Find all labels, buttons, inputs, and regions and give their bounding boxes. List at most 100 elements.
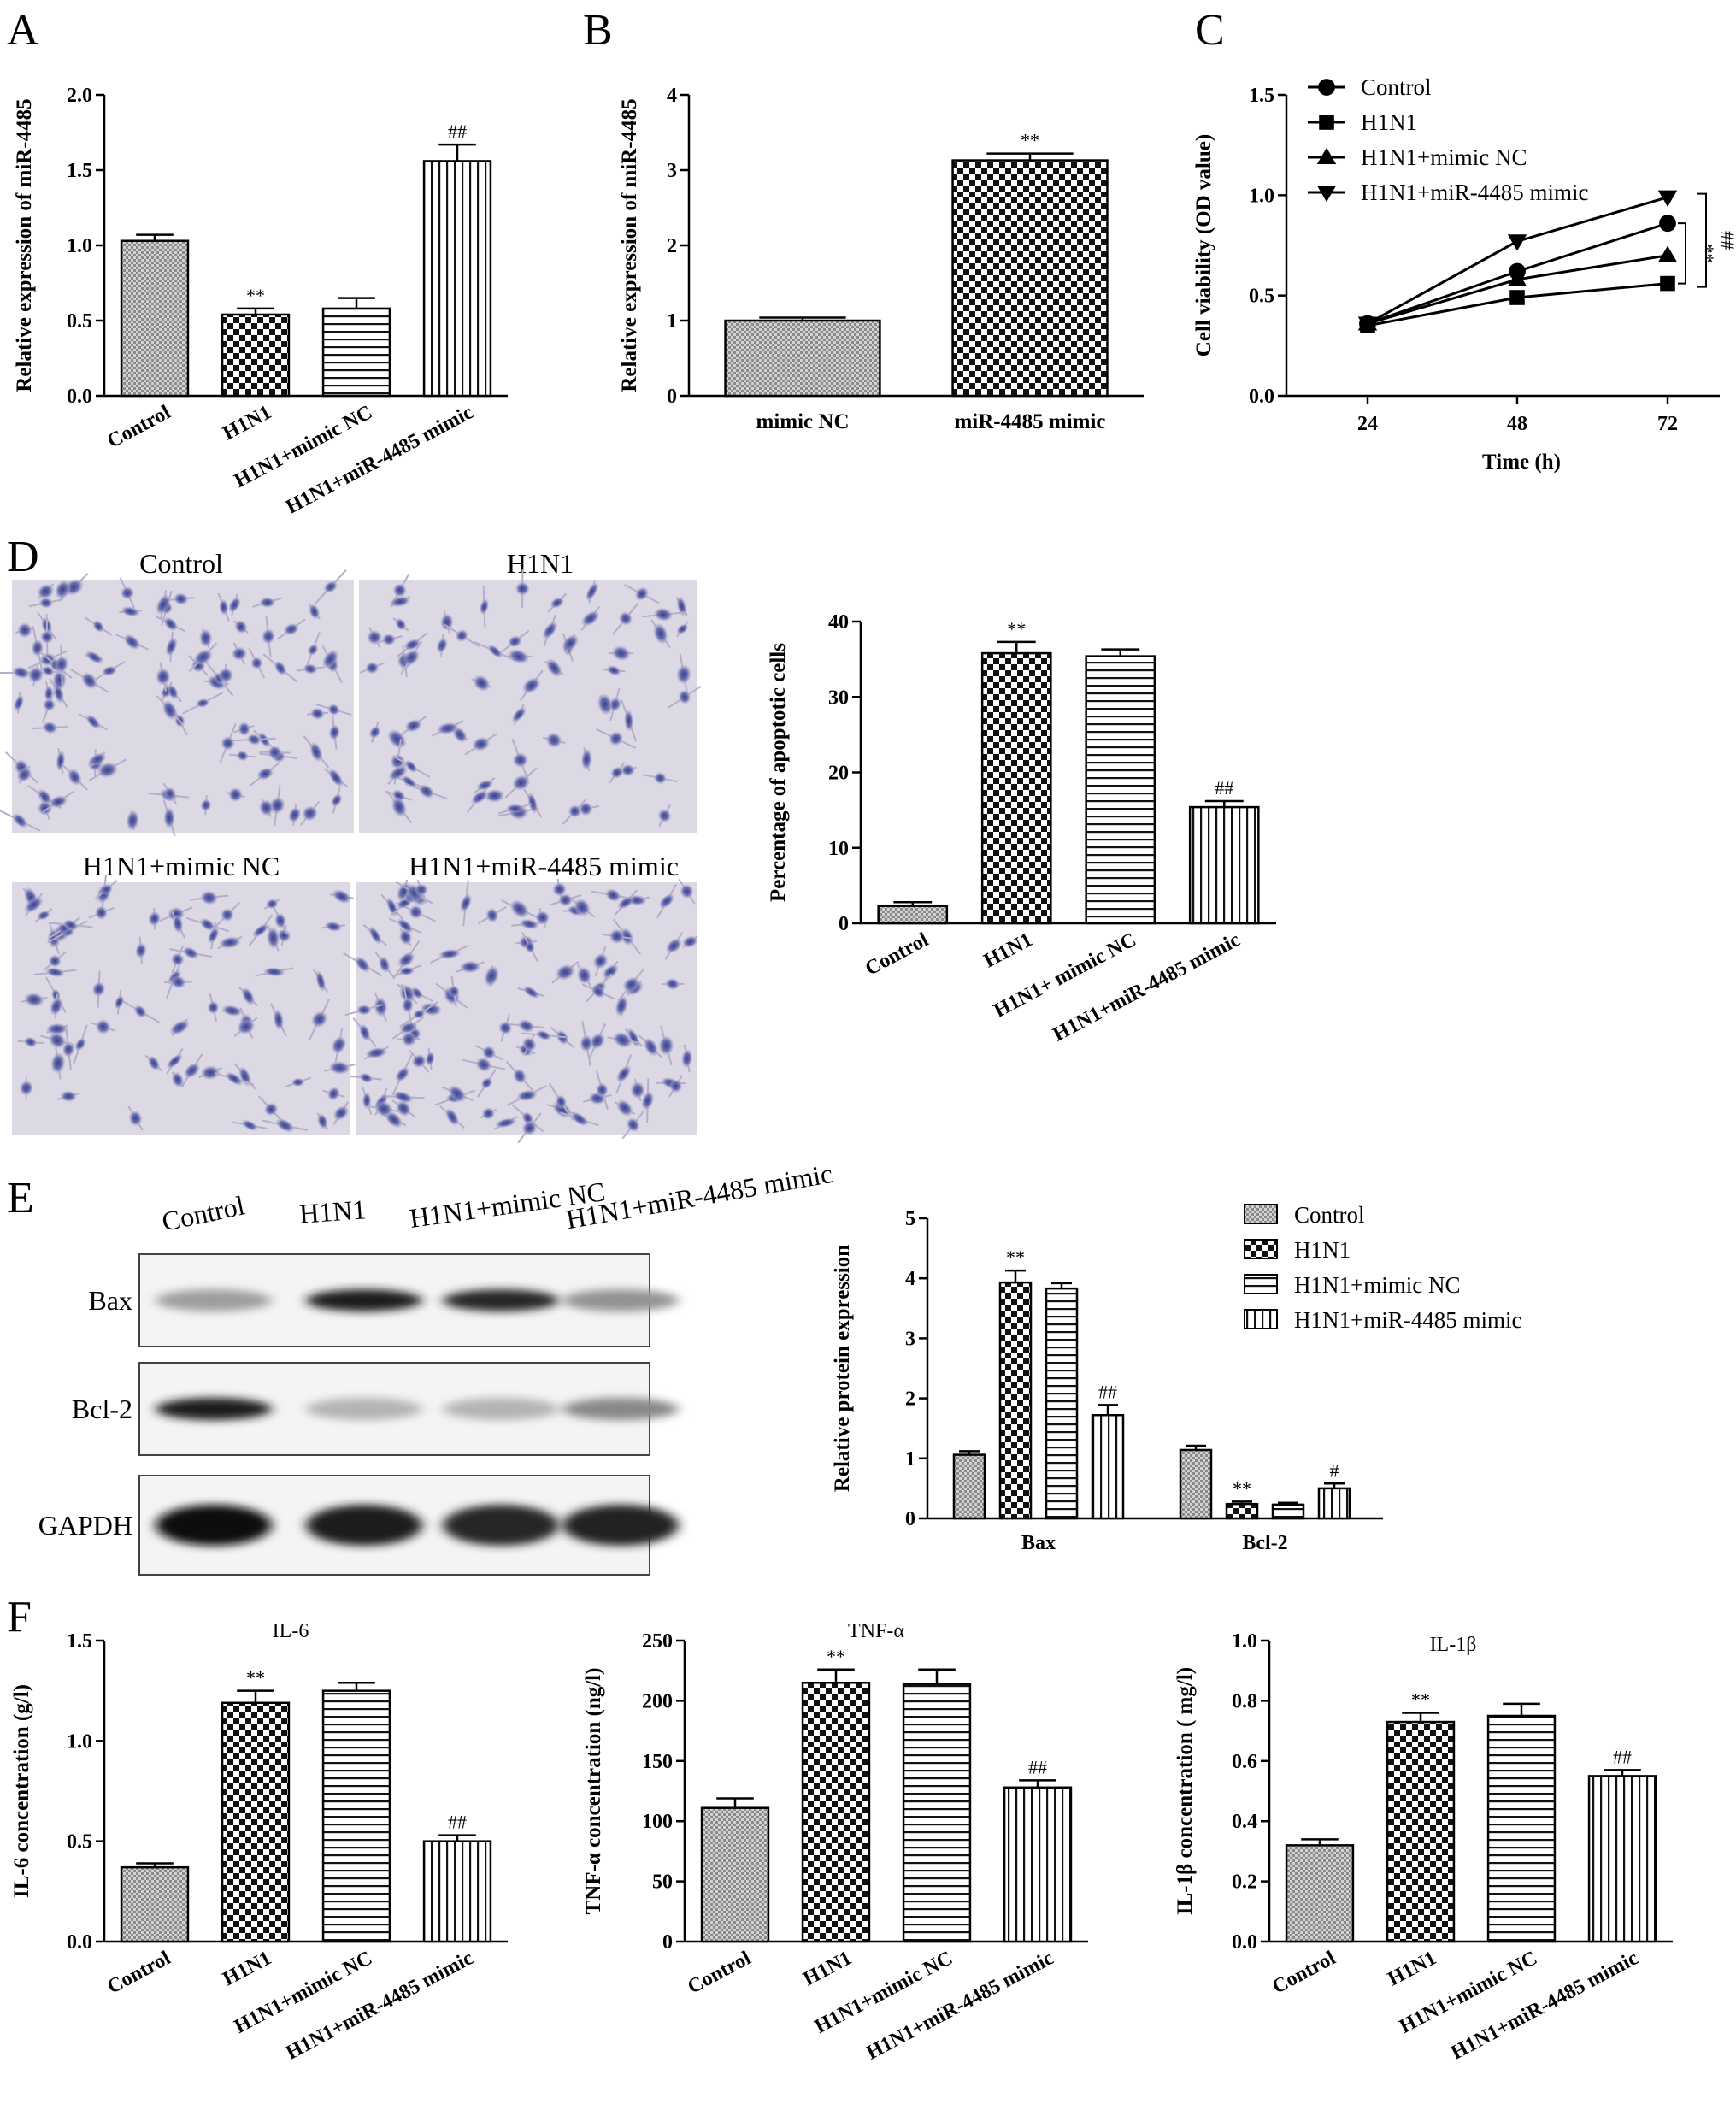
- y-tick-label: 200: [642, 1690, 673, 1712]
- cell: [163, 787, 176, 800]
- y-tick-label: 1.0: [67, 1730, 92, 1753]
- cell: [388, 765, 408, 781]
- cell: [542, 621, 558, 639]
- cell: [460, 893, 472, 912]
- cell: [309, 604, 321, 620]
- y-tick-label: 1.0: [1232, 1630, 1257, 1653]
- y-tick-label: 4: [667, 85, 677, 107]
- y-tick-label: 0: [839, 913, 849, 935]
- cell: [448, 985, 460, 998]
- cell: [525, 940, 535, 953]
- cell: [311, 1011, 328, 1028]
- cell: [258, 799, 274, 816]
- cell: [302, 805, 318, 822]
- cell: [148, 1055, 161, 1071]
- x-tick-label: Control: [862, 928, 933, 980]
- cell: [165, 637, 178, 657]
- cell: [680, 884, 694, 899]
- cell: [508, 649, 530, 664]
- cell: [621, 763, 635, 776]
- blot-band: [443, 1505, 559, 1546]
- micrograph-label: H1N1+mimic NC: [83, 851, 280, 881]
- cell: [365, 662, 380, 675]
- bar-h1n1-mimic-nc: [321, 307, 391, 398]
- cell: [399, 984, 415, 1003]
- significance-bracket: [1678, 222, 1686, 285]
- cell: [365, 1047, 388, 1058]
- cell: [395, 618, 407, 631]
- cell: [585, 582, 599, 601]
- cell: [666, 938, 682, 954]
- cell: [317, 1113, 328, 1129]
- cell: [27, 666, 44, 683]
- cell: [99, 884, 113, 895]
- x-tick-label: Control: [684, 1947, 755, 1998]
- cell: [436, 638, 448, 653]
- y-tick-label: 1: [667, 310, 677, 333]
- cell: [597, 693, 613, 716]
- cell: [420, 1002, 442, 1017]
- panel-label-D: D: [7, 533, 39, 581]
- bar-bax-h1n1-mir-4485-mimic: [1091, 1414, 1125, 1520]
- cell: [309, 741, 323, 763]
- cell: [653, 622, 668, 645]
- bar-control: [120, 239, 190, 398]
- cell: [38, 597, 53, 609]
- cell: [172, 914, 184, 934]
- blot-band: [156, 1505, 272, 1546]
- cell: [535, 911, 550, 925]
- panel-label-E: E: [7, 1174, 34, 1223]
- x-tick-label: Control: [103, 1947, 174, 1998]
- significance-mark: **: [1021, 130, 1039, 151]
- cell: [616, 1099, 633, 1117]
- point-h1n1-mir-4485-mimic: [1357, 316, 1378, 333]
- cell: [509, 899, 529, 918]
- cell: [395, 1066, 410, 1082]
- blot-band: [306, 1289, 422, 1311]
- y-tick-label: 0: [667, 386, 677, 408]
- significance-mark: ##: [1028, 1756, 1047, 1777]
- cell: [602, 964, 619, 980]
- cell: [266, 927, 280, 949]
- cell: [606, 665, 621, 676]
- micrograph-control: [12, 580, 354, 833]
- y-tick-label: 0.6: [1232, 1751, 1257, 1773]
- cell: [580, 748, 592, 770]
- cell: [397, 952, 415, 968]
- cell: [174, 592, 189, 605]
- cell: [555, 964, 575, 981]
- cell: [16, 767, 32, 782]
- cell: [123, 634, 141, 651]
- bar-h1n1: [801, 1682, 871, 1943]
- cell: [291, 1077, 305, 1087]
- cell: [414, 883, 428, 896]
- cell: [246, 734, 262, 746]
- legend-marker-h1n1: [1319, 115, 1334, 130]
- blot-band: [562, 1505, 679, 1546]
- cell: [620, 928, 634, 946]
- cell: [252, 923, 269, 938]
- bar-control: [120, 1865, 190, 1943]
- cell: [367, 629, 382, 645]
- bar-bax-control: [952, 1453, 986, 1520]
- legend-swatch: [1244, 1204, 1278, 1224]
- cell: [263, 967, 285, 977]
- legend-marker-h1n1-mimic-nc: [1316, 147, 1337, 164]
- cell: [268, 746, 282, 759]
- y-axis-label: IL-6 concentration (g/l): [10, 1684, 33, 1898]
- y-tick-label: 1.0: [67, 235, 92, 257]
- cell: [570, 1111, 589, 1127]
- x-tick-label: Control: [103, 401, 174, 452]
- cell: [437, 722, 459, 734]
- point-h1n1-mir-4485-mimic: [1657, 190, 1678, 207]
- cell: [515, 581, 530, 596]
- cell: [332, 1105, 349, 1121]
- cell: [163, 807, 175, 829]
- legend-swatch: [1244, 1239, 1278, 1259]
- cell: [577, 966, 591, 985]
- cell: [328, 724, 340, 740]
- cell: [24, 993, 44, 1007]
- bar-bcl-2-h1n1-mimic-nc: [1271, 1503, 1305, 1520]
- legend-label: H1N1: [1361, 109, 1417, 135]
- cell: [523, 986, 540, 999]
